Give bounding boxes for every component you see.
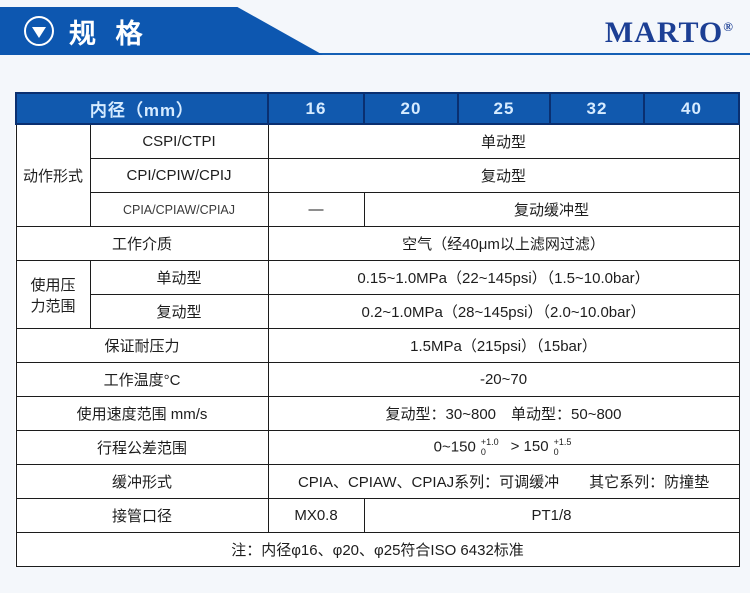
header-row: 内径（mm） 16 20 25 32 40 (14, 92, 741, 125)
section-banner: 规 格 (0, 7, 323, 55)
brand-logo-text: MARTO (604, 16, 724, 49)
row-value-proof-pressure: 1.5MPa（215psi）（15bar） (267, 328, 740, 363)
stroke-tolerance-1: +1.0 0 (480, 437, 499, 457)
table-row: CPI/CPIW/CPIJ 复动型 (16, 158, 740, 193)
table-row: 工作温度°C -20~70 (15, 362, 740, 397)
table-row: 注：内径φ16、φ20、φ25符合ISO 6432标准 (15, 532, 740, 567)
row-value-cspi: 单动型 (267, 123, 740, 159)
table-row: 复动型 0.2~1.0MPa（28~145psi）（2.0~10.0bar） (16, 294, 740, 329)
row-label-pressure-double: 复动型 (89, 294, 269, 329)
stroke-range-1: 0~150 (433, 438, 476, 456)
col-header-20: 20 (363, 92, 460, 125)
row-label-stroke-tolerance: 行程公差范围 (15, 430, 269, 465)
tolerance-lower: 0 (553, 446, 559, 457)
row-label-temperature: 工作温度°C (15, 362, 269, 397)
section-title: 规 格 (69, 18, 149, 49)
pressure-group-label: 使用压力范围 (15, 260, 91, 329)
table-row: 动作形式 CSPI/CTPI 单动型 (15, 123, 740, 227)
row-value-speed: 复动型：30~800 单动型：50~800 (267, 396, 740, 431)
table-row: 使用速度范围 mm/s 复动型：30~800 单动型：50~800 (15, 396, 740, 431)
row-label-cpi: CPI/CPIW/CPIJ (89, 158, 269, 193)
tolerance-upper: +1.0 (480, 437, 499, 447)
table-row: 使用压力范围 单动型 0.15~1.0MPa（22~145psi）（1.5~10… (15, 260, 740, 329)
row-label-medium: 工作介质 (15, 226, 269, 261)
row-label-proof-pressure: 保证耐压力 (15, 328, 269, 363)
row-value-medium: 空气（经40μm以上滤网过滤） (267, 226, 740, 261)
table-row: 保证耐压力 1.5MPa（215psi）（15bar） (15, 328, 740, 363)
row-label-cpia: CPIA/CPIAW/CPIAJ (89, 192, 269, 227)
row-label-cspi: CSPI/CTPI (89, 123, 269, 159)
tolerance-upper: +1.5 (553, 437, 572, 447)
row-label-port: 接管口径 (15, 498, 269, 533)
row-value-cpia-16: — (267, 192, 365, 227)
row-value-cushion: CPIA、CPIAW、CPIAJ系列：可调缓冲 其它系列：防撞垫 (267, 464, 740, 499)
row-value-port: PT1/8 (363, 498, 740, 533)
row-value-port-16: MX0.8 (267, 498, 365, 533)
row-value-pressure-double: 0.2~1.0MPa（28~145psi）（2.0~10.0bar） (267, 294, 740, 329)
row-label-cushion: 缓冲形式 (15, 464, 269, 499)
table-row: CPIA/CPIAW/CPIAJ — 复动缓冲型 (16, 192, 740, 227)
table-note: 注：内径φ16、φ20、φ25符合ISO 6432标准 (15, 532, 740, 567)
stroke-range-2: > 150 (510, 438, 549, 456)
row-value-cpia: 复动缓冲型 (363, 192, 740, 227)
row-value-pressure-single: 0.15~1.0MPa（22~145psi）（1.5~10.0bar） (267, 260, 740, 295)
table-row: 工作介质 空气（经40μm以上滤网过滤） (15, 226, 740, 261)
row-value-stroke-tolerance: 0~150 +1.0 0 > 150 +1.5 0 (267, 430, 740, 465)
col-header-40: 40 (643, 92, 741, 125)
table-row: 行程公差范围 0~150 +1.0 0 > 150 +1.5 0 (15, 430, 740, 465)
action-type-group-label: 动作形式 (15, 123, 91, 227)
registered-mark: ® (723, 19, 734, 34)
col-header-25: 25 (457, 92, 552, 125)
col-header-bore: 内径（mm） (14, 92, 270, 125)
triangle-down-icon (24, 16, 54, 46)
row-value-cpi: 复动型 (267, 158, 740, 193)
row-label-pressure-single: 单动型 (89, 260, 269, 295)
col-header-32: 32 (549, 92, 646, 125)
brand-logo: MARTO® (605, 18, 734, 48)
table-row: 接管口径 MX0.8 PT1/8 (15, 498, 740, 533)
stroke-tolerance-2: +1.5 0 (553, 437, 572, 457)
header-rule (0, 53, 750, 55)
col-header-16: 16 (267, 92, 366, 125)
spec-table: 内径（mm） 16 20 25 32 40 动作形式 CSPI/CTPI 单动型… (14, 92, 741, 567)
row-label-speed: 使用速度范围 mm/s (15, 396, 269, 431)
tolerance-lower: 0 (480, 446, 486, 457)
row-value-temperature: -20~70 (267, 362, 740, 397)
table-row: 缓冲形式 CPIA、CPIAW、CPIAJ系列：可调缓冲 其它系列：防撞垫 (15, 464, 740, 499)
